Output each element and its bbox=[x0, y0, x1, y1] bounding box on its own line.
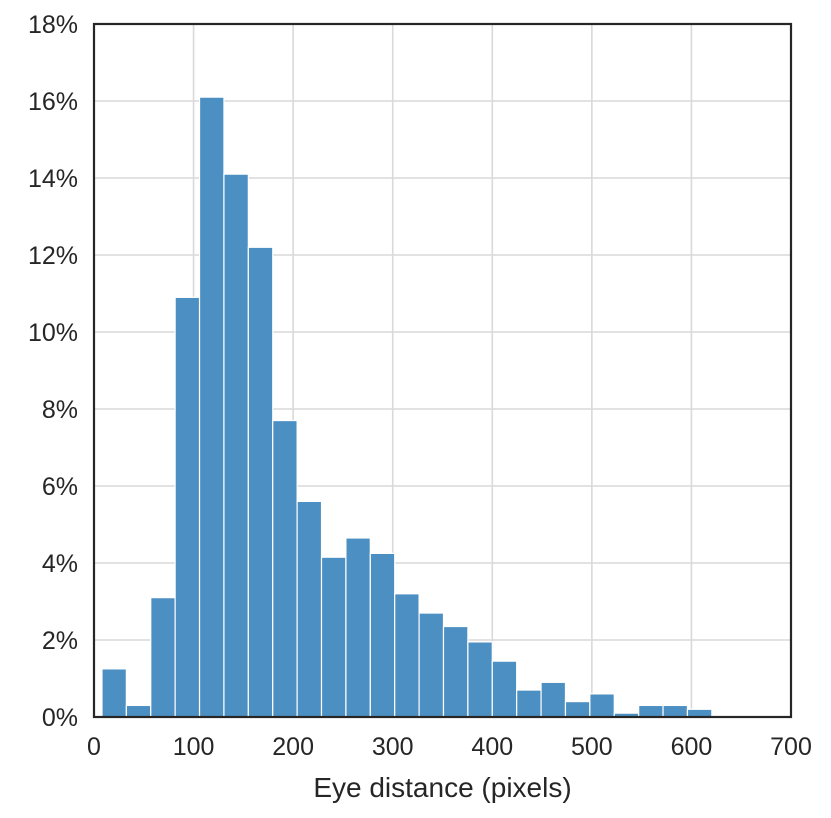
x-tick-label: 400 bbox=[471, 733, 513, 761]
histogram-bar bbox=[272, 419, 298, 718]
histogram-bar bbox=[686, 708, 713, 718]
y-tick-label: 18% bbox=[28, 11, 78, 39]
histogram-bar bbox=[125, 704, 152, 718]
x-axis-title: Eye distance (pixels) bbox=[313, 772, 571, 803]
y-tick-labels: 0% 2% 4% 6% 8% 10% 12% 14% 16% 18% bbox=[28, 11, 78, 732]
histogram-bar bbox=[394, 593, 420, 718]
x-tick-label: 0 bbox=[87, 733, 101, 761]
x-tick-label: 300 bbox=[372, 733, 414, 761]
histogram-bar bbox=[345, 537, 371, 718]
y-tick-label: 16% bbox=[28, 88, 78, 116]
histogram-bar bbox=[223, 173, 249, 718]
histogram-bar bbox=[540, 681, 567, 718]
y-tick-label: 8% bbox=[42, 396, 78, 424]
histogram-bar bbox=[564, 700, 591, 718]
histogram-bar bbox=[589, 693, 615, 718]
histogram-bar bbox=[638, 704, 664, 718]
histogram-bar bbox=[247, 246, 274, 718]
bars bbox=[101, 96, 713, 718]
y-tick-label: 10% bbox=[28, 319, 78, 347]
histogram-bar bbox=[174, 296, 201, 718]
x-tick-label: 700 bbox=[770, 733, 812, 761]
y-tick-label: 4% bbox=[42, 550, 78, 578]
histogram-bar bbox=[369, 552, 396, 718]
histogram-bar bbox=[198, 96, 225, 718]
y-tick-label: 6% bbox=[42, 473, 78, 501]
x-tick-label: 500 bbox=[571, 733, 613, 761]
x-tick-label: 600 bbox=[671, 733, 713, 761]
x-tick-labels: 0 100 200 300 400 500 600 700 bbox=[87, 733, 812, 761]
histogram-bar bbox=[418, 612, 445, 718]
plot-frame bbox=[92, 22, 793, 719]
histogram-bar bbox=[150, 597, 176, 718]
histogram-bar bbox=[491, 660, 518, 718]
histogram-bar bbox=[320, 556, 347, 718]
histogram-bar bbox=[467, 641, 493, 718]
x-tick-label: 100 bbox=[173, 733, 215, 761]
y-tick-label: 12% bbox=[28, 242, 78, 270]
y-tick-label: 14% bbox=[28, 165, 78, 193]
x-tick-label: 200 bbox=[272, 733, 314, 761]
histogram-bar bbox=[516, 689, 542, 718]
histogram-bar bbox=[296, 500, 323, 718]
y-tick-label: 2% bbox=[42, 627, 78, 655]
histogram-bar bbox=[101, 668, 127, 718]
histogram-bar bbox=[442, 625, 469, 718]
y-tick-label: 0% bbox=[42, 704, 78, 732]
histogram-bar bbox=[662, 704, 689, 718]
